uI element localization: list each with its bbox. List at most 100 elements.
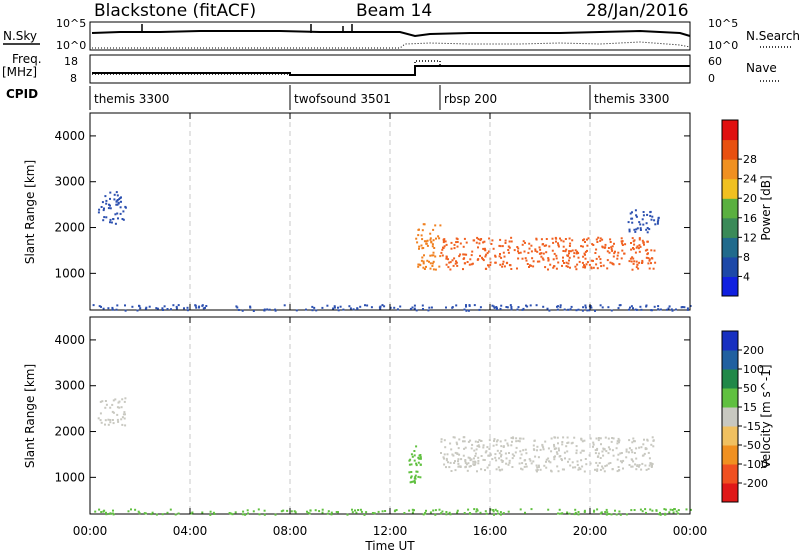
data-cell	[602, 467, 605, 470]
data-cell	[617, 307, 620, 310]
colorbar-segment	[722, 483, 738, 503]
data-cell	[499, 253, 501, 255]
data-cell	[631, 268, 634, 271]
data-cell	[493, 439, 495, 442]
data-cell	[471, 443, 474, 446]
data-cell	[521, 308, 524, 311]
data-cell	[459, 242, 462, 245]
data-cell	[610, 309, 613, 312]
x-tick-label: 16:00	[473, 524, 508, 538]
data-cell	[429, 238, 432, 241]
data-cell	[621, 244, 624, 246]
data-cell	[505, 462, 508, 465]
data-cell	[632, 257, 635, 260]
data-cell	[610, 440, 613, 443]
nsky-tick-top: 10^5	[56, 17, 86, 30]
data-cell	[477, 462, 480, 465]
colorbar-segment	[722, 464, 738, 484]
data-cell	[595, 257, 598, 260]
data-cell	[559, 512, 562, 515]
data-cell	[605, 464, 608, 467]
data-cell	[599, 457, 602, 459]
data-cell	[491, 458, 494, 461]
data-cell	[100, 206, 103, 208]
data-cell	[614, 509, 616, 512]
data-cell	[346, 513, 349, 516]
data-cell	[488, 237, 491, 240]
data-cell	[241, 309, 244, 312]
data-cell	[628, 230, 631, 233]
nave-tick-bottom: 0	[708, 72, 715, 85]
data-cell	[577, 256, 580, 259]
data-cell	[469, 258, 472, 261]
y-tick-label: 2000	[54, 425, 85, 439]
data-cell	[578, 466, 581, 469]
data-cell	[411, 511, 414, 514]
data-cell	[507, 510, 510, 513]
data-cell	[644, 249, 647, 252]
data-cell	[434, 268, 437, 271]
data-cell	[452, 264, 455, 267]
data-cell	[587, 237, 590, 240]
data-cell	[584, 241, 586, 243]
data-cell	[156, 307, 159, 310]
data-cell	[499, 245, 502, 248]
data-cell	[651, 463, 654, 465]
data-cell	[536, 445, 539, 448]
data-cell	[471, 262, 474, 265]
data-cell	[468, 512, 471, 515]
data-cell	[330, 511, 333, 514]
data-cell	[635, 215, 638, 218]
data-cell	[434, 224, 437, 227]
data-cell	[554, 236, 557, 239]
data-cell	[528, 458, 531, 461]
data-cell	[583, 470, 586, 473]
data-cell	[111, 419, 114, 421]
data-cell	[555, 447, 557, 450]
data-cell	[635, 457, 638, 460]
nave-tick-top: 60	[708, 55, 722, 68]
data-cell	[650, 309, 653, 312]
data-cell	[645, 468, 648, 471]
data-cell	[607, 462, 610, 465]
data-cell	[467, 440, 470, 443]
data-cell	[592, 266, 595, 269]
data-cell	[468, 263, 471, 266]
data-cell	[468, 465, 471, 468]
data-cell	[333, 306, 336, 309]
data-cell	[454, 460, 456, 463]
data-cell	[426, 259, 429, 262]
data-cell	[542, 252, 545, 255]
data-cell	[598, 255, 601, 258]
data-cell	[577, 468, 580, 471]
data-cell	[528, 266, 530, 268]
data-cell	[612, 454, 615, 457]
data-cell	[632, 247, 634, 249]
data-cell	[252, 310, 255, 312]
data-cell	[480, 440, 483, 442]
data-cell	[501, 263, 504, 266]
data-cell	[442, 247, 445, 249]
data-cell	[464, 465, 467, 468]
data-cell	[263, 309, 266, 312]
data-cell	[538, 246, 541, 249]
data-cell	[311, 305, 314, 308]
data-cell	[477, 456, 480, 459]
data-cell	[607, 437, 610, 440]
data-cell	[449, 268, 452, 271]
data-cell	[596, 469, 599, 472]
data-cell	[548, 245, 551, 248]
data-cell	[583, 238, 586, 241]
data-cell	[638, 250, 641, 253]
data-cell	[582, 449, 585, 452]
data-cell	[554, 455, 556, 458]
data-cell	[123, 411, 126, 414]
data-cell	[290, 510, 293, 513]
data-cell	[432, 260, 435, 263]
data-cell	[586, 249, 588, 252]
power-ylabel: Slant Range [km]	[23, 160, 37, 264]
data-cell	[635, 447, 638, 450]
data-cell	[308, 512, 311, 515]
data-cell	[172, 304, 175, 307]
data-cell	[622, 459, 625, 462]
